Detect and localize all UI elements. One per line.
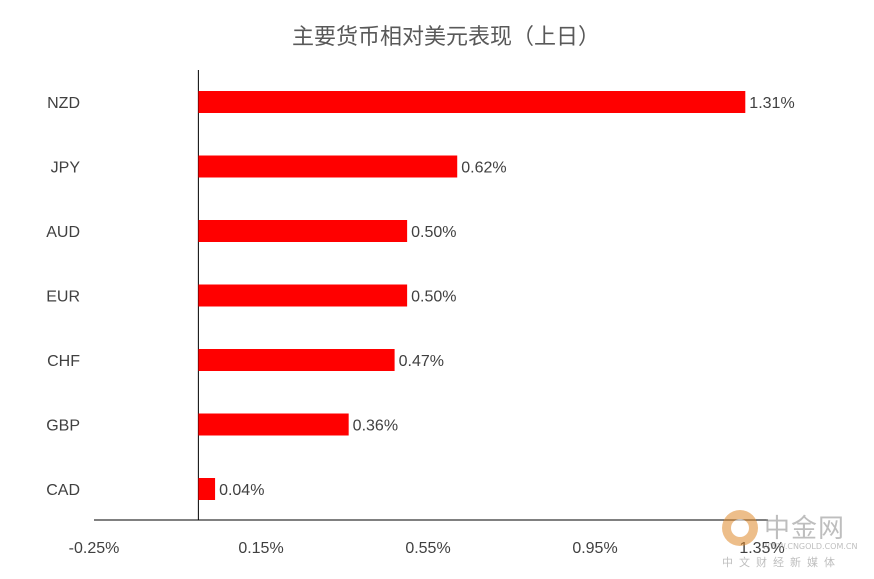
data-label: 0.50% [411, 289, 456, 306]
data-label: 0.36% [353, 418, 398, 435]
bar-chf [198, 349, 395, 371]
category-label: CAD [46, 482, 80, 499]
cngold-watermark: 中金网 WWW.CNGOLD.COM.CN 中文财经新媒体 [716, 506, 866, 574]
data-label: 1.31% [749, 95, 794, 112]
category-label: GBP [46, 418, 80, 435]
bar-jpy [198, 155, 458, 178]
bar-nzd [198, 91, 746, 113]
bar-gbp [198, 413, 349, 436]
x-tick-label: 0.55% [405, 540, 450, 557]
data-label: 0.47% [399, 353, 444, 370]
data-label: 0.62% [461, 160, 506, 177]
bar-eur [198, 284, 408, 307]
category-label: EUR [46, 289, 80, 306]
x-tick-label: 0.15% [238, 540, 283, 557]
category-label: JPY [51, 160, 81, 177]
data-label: 0.04% [219, 482, 264, 499]
category-label: NZD [47, 95, 80, 112]
chart-title: 主要货币相对美元表现（上日） [292, 25, 600, 50]
data-label: 0.50% [411, 224, 456, 241]
watermark-url: WWW.CNGOLD.COM.CN [762, 542, 858, 551]
category-label: CHF [47, 353, 80, 370]
x-tick-label: 0.95% [572, 540, 617, 557]
watermark-slogan: 中文财经新媒体 [722, 556, 841, 569]
plot-area: -0.25% 0.15% 0.55% 0.95% 1.35% NZD 1.31% JPY 0.6… [46, 70, 795, 557]
bar-aud [198, 220, 408, 242]
bar-cad [198, 478, 216, 500]
category-label: AUD [46, 224, 80, 241]
cngold-logo-icon [722, 510, 758, 546]
x-tick-label: 1.35% [739, 540, 784, 557]
watermark-name: 中金网 [764, 514, 846, 544]
x-tick-label: -0.25% [69, 540, 120, 557]
